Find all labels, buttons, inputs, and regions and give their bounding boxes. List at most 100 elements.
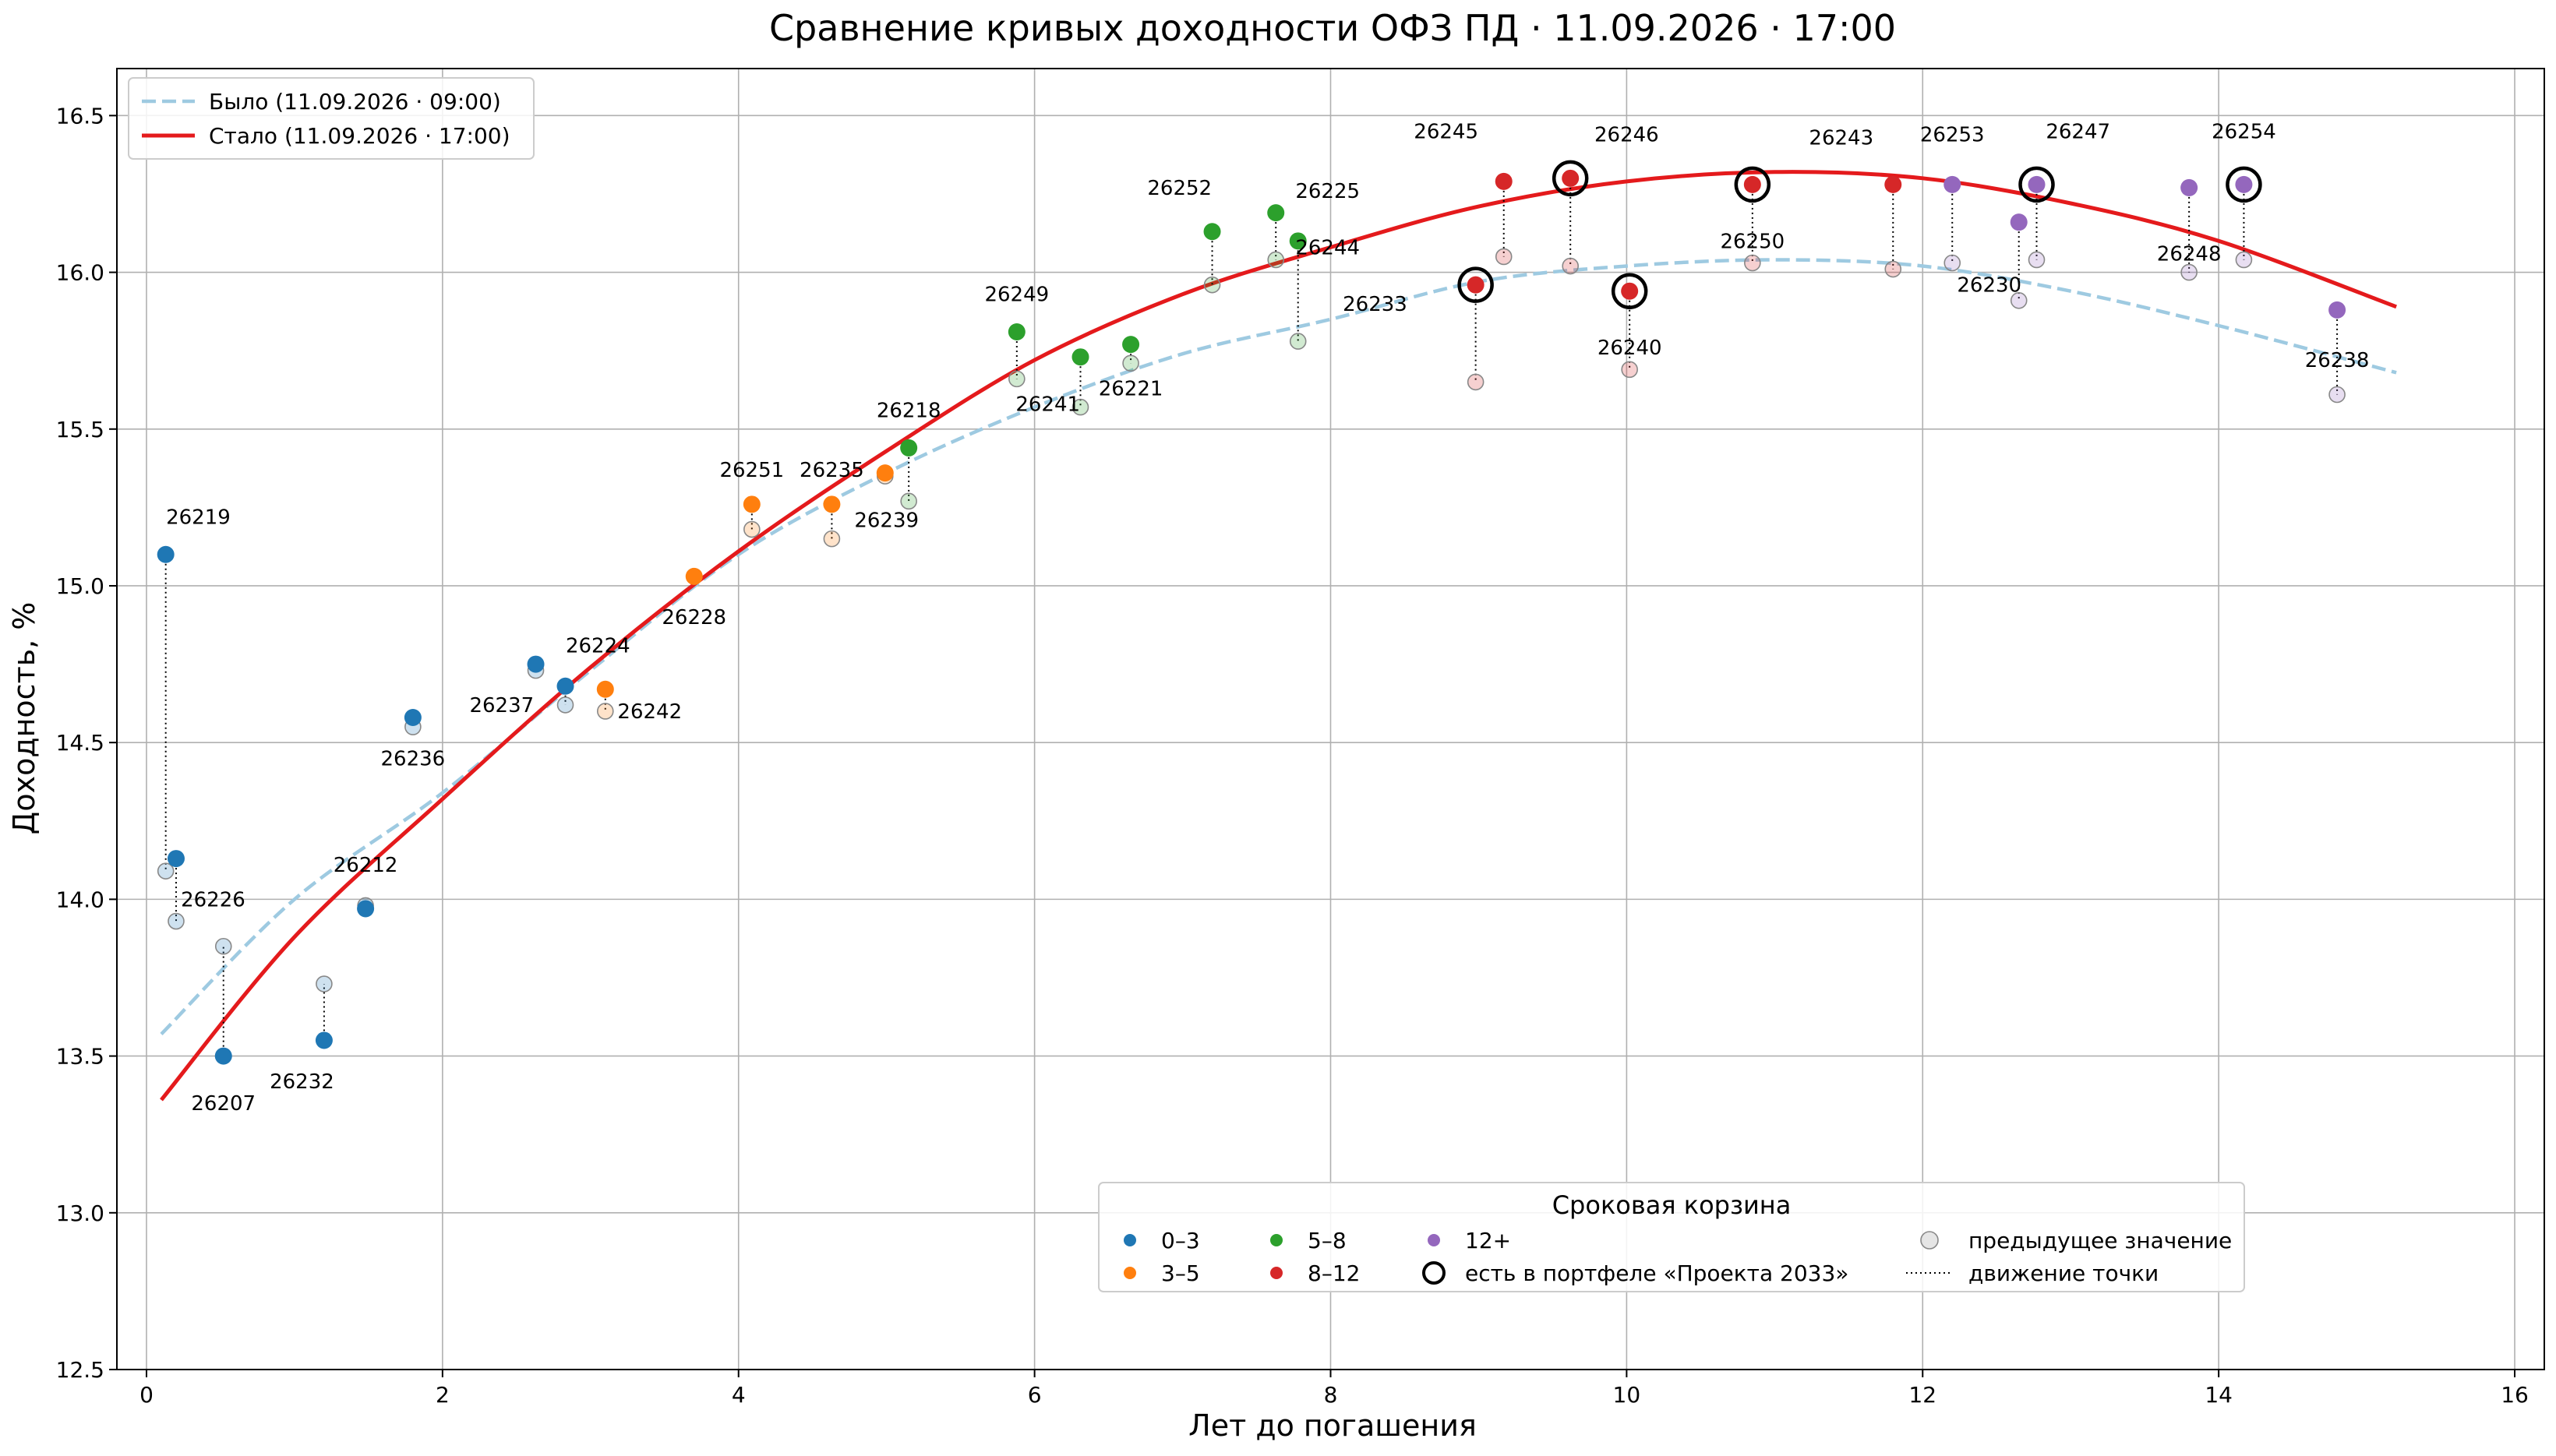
point-label-26248: 26248: [2157, 242, 2222, 266]
point-26230: [2010, 213, 2028, 231]
prev-point-26251: [743, 520, 761, 538]
legend-buckets-box: [1098, 1182, 2245, 1292]
prev-point-26250: [1744, 254, 1761, 272]
point-label-26212: 26212: [334, 854, 398, 877]
point-label-26221: 26221: [1099, 377, 1163, 400]
point-label-26232: 26232: [270, 1070, 334, 1094]
legend-buckets: Сроковая корзина 0–3 3–5 5–8 8–12 12+ есть в п…: [1098, 1182, 2245, 1292]
portfolio-ring-26246: [1552, 160, 1589, 197]
prev-point-26241: [1071, 398, 1089, 416]
prev-point-26221: [1122, 354, 1139, 372]
axis-ticks: 0 2 4 6 8 10 12 14 16 12.5 13.0 13.5 14.0 14.5 15.0 15.…: [56, 103, 2529, 1408]
prev-point-26247: [2028, 251, 2046, 269]
legend-bucket-label-0: 0–3: [1161, 1228, 1200, 1253]
point-label-26240: 26240: [1598, 337, 1662, 360]
prev-point-26219: [157, 862, 175, 880]
point-label-26243: 26243: [1809, 127, 1873, 150]
point-26232: [315, 1031, 333, 1049]
point-label-26235: 26235: [800, 459, 864, 482]
point-26243: [1884, 175, 1902, 193]
prev-point-26218: [900, 492, 917, 510]
point-label-26244: 26244: [1295, 236, 1360, 259]
legend-bucket-marker-0: [1124, 1234, 1136, 1246]
point-26241: [1071, 348, 1089, 366]
point-label-26230: 26230: [1957, 274, 2021, 298]
prev-point-26230: [2010, 291, 2028, 309]
legend-label-before: Было (11.09.2026 · 09:00): [209, 89, 501, 115]
legend-curves-box: [128, 77, 535, 160]
legend-prev-label: предыдущее значение: [1968, 1228, 2232, 1253]
point-label-26241: 26241: [1015, 393, 1080, 417]
point-26253: [1943, 175, 1961, 193]
x-tick-label: 4: [732, 1382, 746, 1408]
prev-point-26235: [823, 530, 841, 548]
point-label-26238: 26238: [2305, 349, 2370, 372]
point-26233: [1467, 276, 1485, 294]
point-26238: [2328, 301, 2346, 319]
prev-point-26249: [1008, 370, 1026, 388]
prev-point-26226: [168, 912, 185, 930]
legend-curves: Было (11.09.2026 · 09:00) Стало (11.09.20…: [128, 77, 535, 160]
prev-point-26238: [2328, 386, 2346, 404]
point-26248: [2180, 178, 2198, 196]
point-26240: [1621, 282, 1639, 300]
legend-portfolio-marker: [1422, 1261, 1446, 1285]
point-label-26253: 26253: [1920, 124, 1985, 147]
legend-bucket-marker-3: [1270, 1267, 1283, 1279]
point-label-26247: 26247: [2046, 120, 2110, 143]
y-tick-label: 14.5: [56, 730, 104, 756]
point-26226: [167, 850, 185, 868]
point-26250: [1743, 175, 1761, 193]
point-26251: [743, 495, 761, 513]
point-26218: [900, 439, 918, 457]
portfolio-ring-26254: [2226, 166, 2262, 203]
legend-bucket-marker-4: [1428, 1234, 1440, 1246]
x-tick-label: 12: [1908, 1382, 1936, 1408]
point-label-26225: 26225: [1295, 180, 1360, 203]
point-label-26207: 26207: [191, 1092, 256, 1116]
point-26246: [1562, 169, 1580, 187]
legend-prev-marker: [1920, 1231, 1939, 1250]
point-label-26233: 26233: [1343, 293, 1407, 316]
x-tick-label: 16: [2501, 1382, 2529, 1408]
point-26235: [823, 495, 841, 513]
point-label-26236: 26236: [381, 747, 446, 770]
point-26249: [1008, 323, 1026, 341]
prev-point-26254: [2235, 251, 2253, 269]
point-26245: [1495, 172, 1513, 190]
point-labels: 26219 26226 26207 26232 26212 26236 26237 26224…: [166, 120, 2369, 1115]
point-26212: [357, 900, 375, 918]
point-label-26254: 26254: [2212, 120, 2276, 143]
point-label-26228: 26228: [662, 606, 726, 629]
point-26221: [1122, 336, 1140, 354]
y-tick-label: 13.0: [56, 1200, 104, 1226]
point-26242: [596, 680, 614, 698]
legend-bucket-marker-2: [1270, 1234, 1283, 1246]
prev-point-26252: [1203, 276, 1221, 294]
prev-point-26245: [1495, 248, 1513, 266]
prev-point-26248: [2180, 263, 2198, 281]
y-tick-label: 16.0: [56, 260, 104, 286]
prev-point-26224: [556, 696, 574, 714]
prev-point-26253: [1943, 254, 1961, 272]
point-26219: [157, 545, 175, 563]
prev-point-26246: [1562, 257, 1580, 275]
portfolio-ring-26250: [1734, 166, 1771, 203]
legend-bucket-label-1: 3–5: [1161, 1260, 1200, 1286]
point-26252: [1203, 223, 1221, 241]
point-label-26226: 26226: [181, 888, 245, 911]
point-label-26250: 26250: [1720, 230, 1785, 253]
curves: [160, 170, 2397, 1102]
point-label-26219: 26219: [166, 506, 231, 529]
current-points: [157, 160, 2346, 1065]
point-label-26237: 26237: [469, 694, 534, 717]
point-label-26239: 26239: [854, 509, 919, 532]
y-axis-label: Доходность, %: [7, 602, 41, 835]
point-label-26242: 26242: [617, 700, 682, 724]
prev-point-26207: [214, 937, 232, 955]
y-tick-label: 14.0: [56, 887, 104, 912]
point-26228: [685, 567, 703, 585]
prev-point-26242: [596, 703, 614, 720]
prev-point-26232: [316, 975, 333, 992]
